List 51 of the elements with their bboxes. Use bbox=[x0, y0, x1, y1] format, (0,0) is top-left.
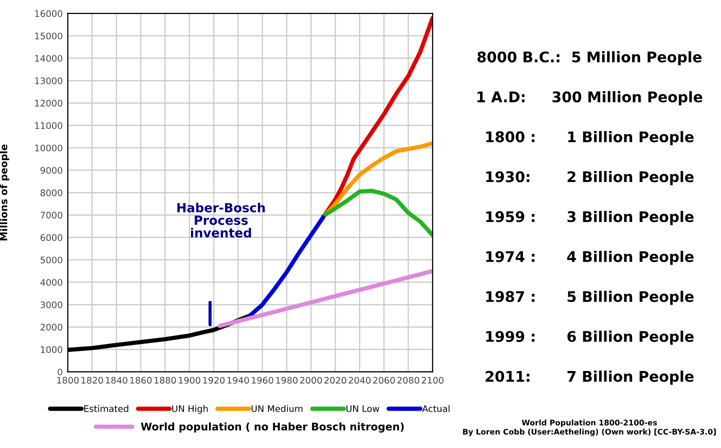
text: 8000 B.C.: 5 Million People bbox=[477, 51, 702, 66]
y-axis-title: Millions of people bbox=[0, 144, 10, 240]
text: 1 A.D: 300 Million People bbox=[478, 91, 702, 106]
text: 2011: 7 Billion People bbox=[486, 370, 694, 385]
text: 1999 : 6 Billion People bbox=[486, 330, 694, 345]
x-tick-label: 1880 bbox=[154, 376, 176, 384]
x-tick-label: 2080 bbox=[397, 376, 420, 384]
y-tick-label: 5000 bbox=[40, 256, 62, 264]
x-tick-label: 2000 bbox=[300, 376, 322, 384]
y-tick-label: 8000 bbox=[40, 189, 62, 196]
x-tick-label: 1920 bbox=[203, 376, 225, 384]
y-tick-label: 0 bbox=[58, 368, 62, 376]
text: 1974 : 4 Billion People bbox=[486, 250, 694, 265]
y-tick-label: 14000 bbox=[35, 54, 62, 62]
text: 1959 : 3 Billion People bbox=[486, 210, 694, 226]
y-tick-label: 10000 bbox=[35, 144, 62, 152]
y-tick-label: 6000 bbox=[40, 234, 62, 241]
legend-label: Actual bbox=[422, 405, 450, 412]
x-tick-label: 1860 bbox=[130, 376, 152, 384]
y-tick-label: 2000 bbox=[40, 324, 62, 331]
y-tick-label: 12000 bbox=[35, 100, 62, 107]
y-tick-label: 16000 bbox=[35, 10, 62, 17]
x-tick-label: 1840 bbox=[106, 376, 128, 384]
legend-label: UN High bbox=[172, 405, 208, 414]
legend-label: UN Medium bbox=[252, 405, 302, 412]
y-tick-label: 15000 bbox=[35, 32, 62, 40]
legend-label: UN Low bbox=[346, 405, 380, 412]
annotation: Haber-Bosch Process invented bbox=[177, 202, 265, 238]
x-tick-label: 2060 bbox=[373, 376, 395, 384]
y-tick-label: 11000 bbox=[35, 122, 62, 129]
x-tick-label: 2020 bbox=[324, 376, 346, 384]
x-tick-label: 1820 bbox=[82, 376, 103, 384]
legend-label: Estimated bbox=[84, 405, 128, 412]
line-series bbox=[321, 188, 433, 238]
y-tick-label: 13000 bbox=[35, 77, 62, 84]
legend-label: World population ( no Haber Bosch nitrogen) bbox=[140, 422, 404, 433]
x-tick-label: 2040 bbox=[348, 376, 371, 384]
text: 1987 : 5 Billion People bbox=[486, 290, 694, 305]
text: 1930: 2 Billion People bbox=[486, 170, 694, 186]
x-tick-label: 1940 bbox=[228, 376, 249, 384]
x-tick-label: 1900 bbox=[178, 376, 200, 384]
y-tick-label: 3000 bbox=[40, 301, 62, 308]
x-tick-label: 1960 bbox=[252, 376, 274, 384]
y-tick-label: 1000 bbox=[40, 346, 62, 353]
x-tick-label: 1980 bbox=[276, 376, 298, 384]
y-tick-label: 9000 bbox=[40, 166, 62, 174]
x-tick-label: 1800 bbox=[57, 376, 79, 384]
text: 1800 : 1 Billion People bbox=[486, 131, 694, 146]
y-tick-label: 7000 bbox=[40, 212, 62, 219]
y-tick-label: 4000 bbox=[40, 278, 62, 286]
x-tick-label: 2100 bbox=[422, 376, 444, 384]
